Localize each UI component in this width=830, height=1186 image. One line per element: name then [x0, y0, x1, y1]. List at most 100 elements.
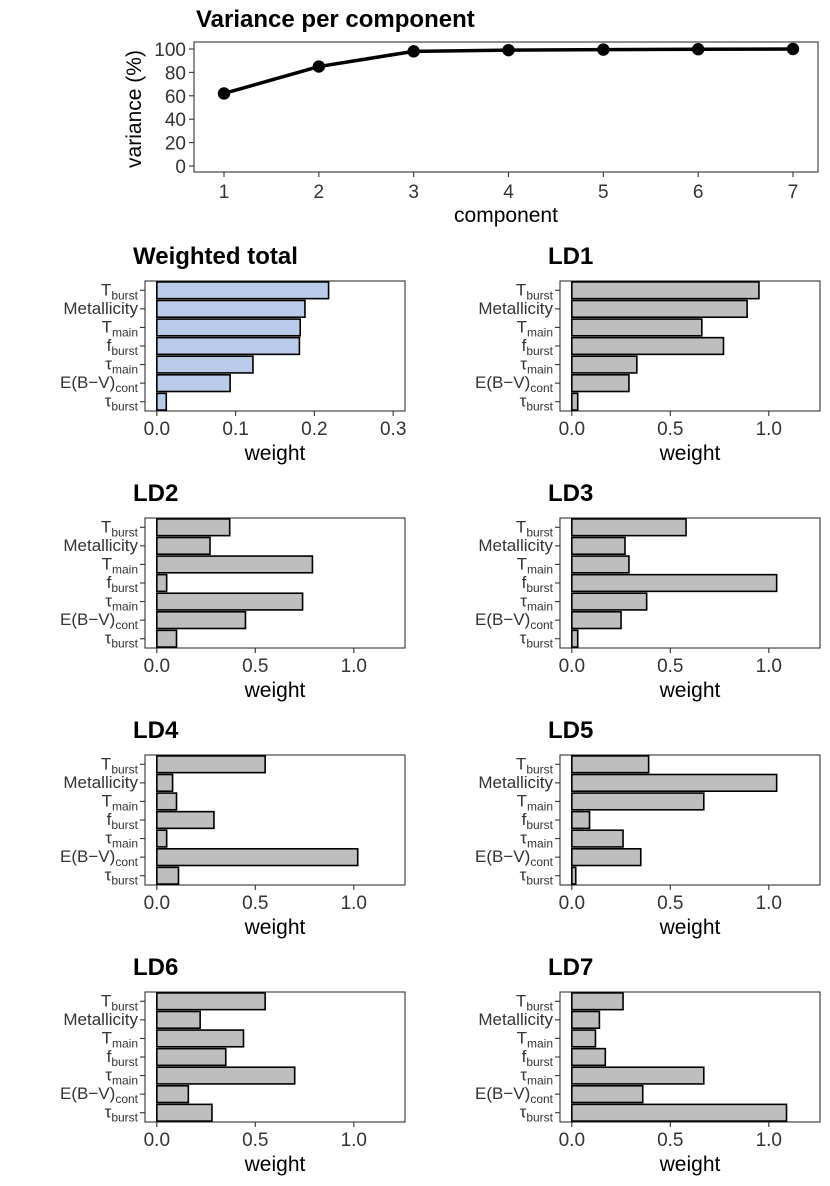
category-label: E(B−V)cont	[60, 610, 139, 632]
bar-E(B−V)-cont	[156, 1084, 190, 1104]
bar-T-main	[571, 555, 630, 574]
category-label-base: E(B−V)	[475, 847, 530, 866]
panel-title-weighted-total: Weighted total	[133, 243, 298, 270]
category-label-base: E(B−V)	[60, 847, 115, 866]
x-tick-label: 1.0	[756, 419, 782, 440]
panel-weighted-total: Weighted totalTburstMetallicityTmainfbur…	[60, 243, 406, 465]
x-tick-label: 0.0	[559, 656, 585, 677]
category-label-base: Metallicity	[478, 299, 553, 318]
category-label-base: Metallicity	[63, 536, 138, 555]
category-label: τmain	[105, 592, 138, 614]
category-label: τburst	[520, 1103, 554, 1125]
category-label-base: τ	[520, 866, 527, 885]
category-label-subscript: main	[527, 837, 553, 851]
bar-T-burst	[156, 992, 266, 1011]
category-label: fburst	[107, 810, 139, 832]
category-label: Tburst	[101, 280, 139, 302]
x-tick-label-6: 6	[693, 182, 704, 203]
x-axis-label-ld3: weight	[659, 679, 721, 702]
variance-point-2	[312, 60, 326, 73]
panel-ld2: LD2TburstMetallicityTmainfburstτmainE(B−…	[60, 480, 406, 702]
category-label-base: T	[102, 317, 112, 336]
category-label: E(B−V)cont	[475, 847, 554, 869]
category-label: E(B−V)cont	[60, 1084, 139, 1106]
bar-f-burst	[571, 336, 725, 356]
category-label-subscript: cont	[115, 618, 138, 632]
category-label-base: E(B−V)	[60, 373, 115, 392]
category-label-base: Metallicity	[478, 1010, 553, 1029]
category-label: E(B−V)cont	[60, 373, 139, 395]
variance-title: Variance per component	[196, 6, 475, 33]
x-tick-label: 1.0	[756, 656, 782, 677]
category-label-subscript: main	[112, 1036, 138, 1050]
category-label-base: T	[517, 1028, 527, 1047]
bar-f-burst	[156, 573, 168, 593]
category-label: Tburst	[101, 517, 139, 539]
bar-τ-burst	[571, 866, 577, 885]
x-axis-label-ld5: weight	[659, 916, 721, 939]
category-label-base: T	[102, 1028, 112, 1047]
category-label-subscript: burst	[111, 637, 138, 651]
category-label-subscript: main	[527, 363, 553, 377]
panel-title-ld5: LD5	[548, 717, 593, 744]
variance-point-3	[407, 45, 420, 58]
x-tick-label-1: 1	[219, 182, 230, 203]
category-label-subscript: main	[112, 562, 138, 576]
bar-T-burst	[571, 755, 650, 774]
category-label-subscript: burst	[526, 637, 553, 651]
category-label-subscript: cont	[530, 1092, 553, 1106]
bar-f-burst	[156, 336, 301, 356]
category-label: fburst	[522, 810, 554, 832]
x-tick-label: 0.5	[657, 893, 683, 914]
category-label-base: f	[107, 336, 112, 355]
bar-E(B−V)-cont	[571, 610, 622, 630]
x-tick-label: 0.0	[144, 1130, 170, 1151]
category-label: Tburst	[101, 991, 139, 1013]
category-label-subscript: burst	[111, 1055, 138, 1069]
category-label-subscript: main	[527, 1074, 553, 1088]
panel-title-ld7: LD7	[548, 954, 593, 981]
category-label-base: Metallicity	[478, 536, 553, 555]
category-label-subscript: burst	[111, 525, 138, 539]
category-label-subscript: burst	[111, 874, 138, 888]
bar-τ-main	[156, 829, 168, 848]
bar-T-burst	[156, 755, 266, 774]
x-tick-label: 0.3	[380, 419, 406, 440]
bar-E(B−V)-cont	[156, 610, 247, 630]
panel-title-ld6: LD6	[133, 954, 178, 981]
category-label: Tmain	[517, 554, 553, 576]
bar-metallicity	[156, 1010, 201, 1030]
x-axis-label-ld7: weight	[659, 1153, 721, 1176]
category-label-base: T	[516, 280, 526, 299]
category-label-subscript: main	[527, 325, 553, 339]
x-axis-label-ld6: weight	[244, 1153, 306, 1176]
category-label: Tburst	[516, 754, 554, 776]
category-label: τburst	[520, 866, 554, 888]
category-label-subscript: burst	[526, 999, 553, 1013]
panel-title-ld2: LD2	[133, 480, 178, 507]
category-label-base: T	[102, 791, 112, 810]
category-label: Tburst	[101, 754, 139, 776]
category-label-subscript: main	[112, 600, 138, 614]
category-label-subscript: burst	[526, 1055, 553, 1069]
category-label-subscript: burst	[111, 818, 138, 832]
category-label: E(B−V)cont	[475, 373, 554, 395]
category-label-base: T	[516, 991, 526, 1010]
bar-τ-burst	[156, 392, 168, 411]
bar-τ-main	[156, 1066, 296, 1085]
panel-ld4: LD4TburstMetallicityTmainfburstτmainE(B−…	[60, 717, 406, 939]
category-label-subscript: cont	[115, 855, 138, 869]
category-label: fburst	[522, 336, 554, 358]
y-tick-label-20: 20	[165, 134, 186, 155]
category-label: Metallicity	[63, 1010, 138, 1029]
category-label: τburst	[105, 629, 139, 651]
category-label: E(B−V)cont	[475, 1084, 554, 1106]
bar-τ-main	[571, 355, 638, 374]
category-label: τburst	[105, 392, 139, 414]
category-label: Tmain	[102, 317, 138, 339]
category-label-subscript: burst	[111, 762, 138, 776]
bar-f-burst	[571, 1047, 607, 1067]
variance-panel-border	[193, 41, 819, 173]
category-label: τmain	[520, 355, 553, 377]
category-label-base: T	[517, 791, 527, 810]
